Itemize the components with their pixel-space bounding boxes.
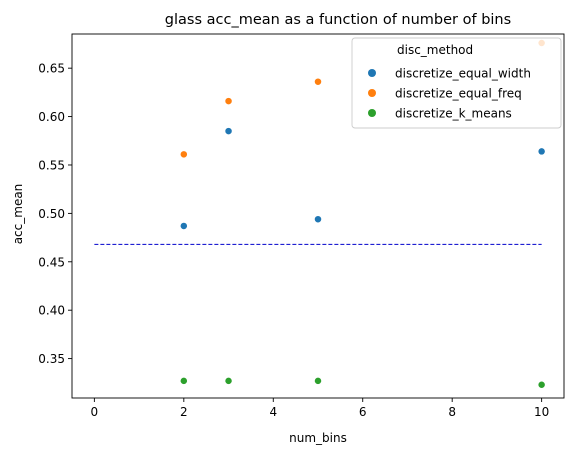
- y-tick-label-6: 0.65: [38, 62, 65, 76]
- legend-title: disc_method: [397, 43, 473, 57]
- data-point-1-1: [225, 97, 232, 104]
- y-tick-label-4: 0.55: [38, 158, 65, 172]
- x-tick-label-1: 2: [180, 405, 188, 419]
- x-tick-label-4: 8: [448, 405, 456, 419]
- y-tick-label-0: 0.35: [38, 352, 65, 366]
- legend-label-0: discretize_equal_width: [395, 67, 531, 81]
- x-tick-label-3: 6: [359, 405, 367, 419]
- data-point-2-1: [225, 377, 232, 384]
- data-point-0-1: [225, 127, 232, 134]
- chart-title: glass acc_mean as a function of number o…: [165, 12, 511, 28]
- data-point-0-0: [180, 222, 187, 229]
- legend-label-2: discretize_k_means: [395, 107, 512, 121]
- data-point-0-2: [314, 216, 321, 223]
- legend-label-1: discretize_equal_freq: [395, 87, 522, 101]
- data-point-0-3: [538, 148, 545, 155]
- data-point-2-0: [180, 377, 187, 384]
- y-tick-label-5: 0.60: [38, 110, 65, 124]
- x-tick-label-5: 10: [534, 405, 549, 419]
- legend-marker-2: [368, 109, 376, 117]
- y-tick-label-2: 0.45: [38, 255, 65, 269]
- x-tick-label-0: 0: [91, 405, 99, 419]
- data-point-2-3: [538, 381, 545, 388]
- y-tick-label-1: 0.40: [38, 304, 65, 318]
- legend-marker-0: [368, 69, 376, 77]
- data-point-2-2: [314, 377, 321, 384]
- data-point-1-2: [314, 78, 321, 85]
- x-axis-label: num_bins: [289, 431, 347, 445]
- y-tick-label-3: 0.50: [38, 207, 65, 221]
- legend-marker-1: [368, 89, 376, 97]
- data-point-1-0: [180, 151, 187, 158]
- x-tick-label-2: 4: [269, 405, 277, 419]
- legend: disc_method discretize_equal_widthdiscret…: [352, 38, 561, 128]
- y-axis-label: acc_mean: [11, 184, 25, 245]
